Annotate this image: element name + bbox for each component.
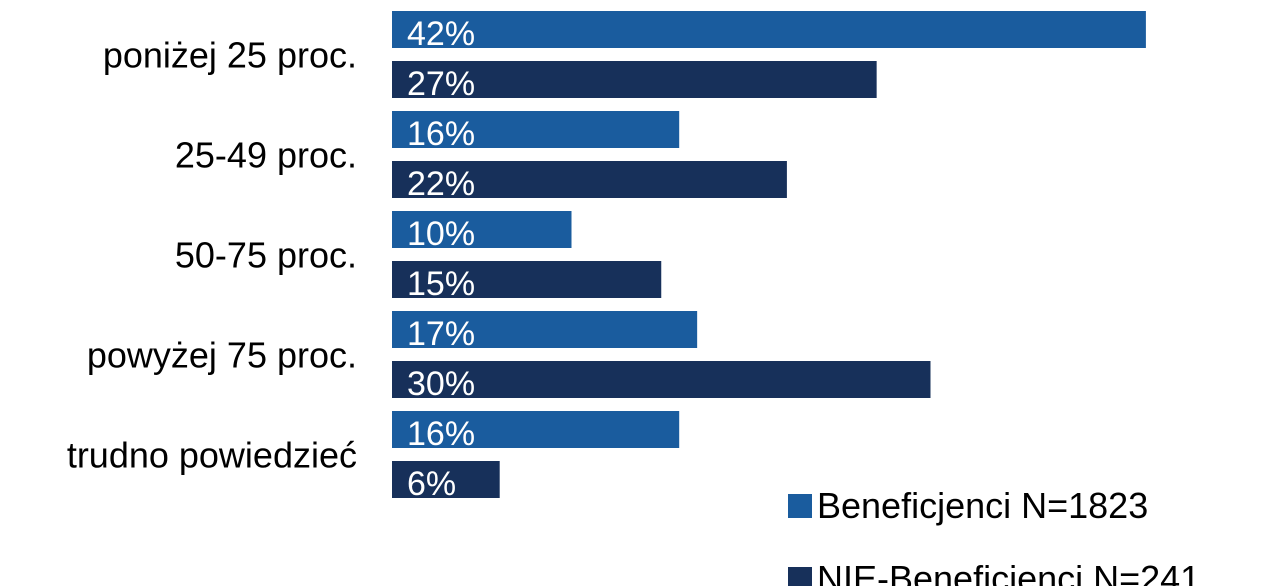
category-label-4: trudno powiedzieć xyxy=(67,435,357,476)
category-label-3: powyżej 75 proc. xyxy=(87,335,357,376)
data-label-nie-beneficjenci-1: 22% xyxy=(407,165,475,203)
data-label-beneficjenci-1: 16% xyxy=(407,115,475,153)
data-label-beneficjenci-0: 42% xyxy=(407,15,475,53)
bar-beneficjenci-0 xyxy=(392,11,1146,48)
bar-beneficjenci-1 xyxy=(392,111,680,148)
category-labels: poniżej 25 proc. 25-49 proc. 50-75 proc. po… xyxy=(67,35,357,476)
data-label-beneficjenci-2: 10% xyxy=(407,215,475,253)
bar-nie-beneficjenci-4 xyxy=(392,461,500,498)
category-label-0: poniżej 25 proc. xyxy=(103,35,357,76)
bar-nie-beneficjenci-2 xyxy=(392,261,662,298)
data-label-beneficjenci-3: 17% xyxy=(407,315,475,353)
bar-nie-beneficjenci-3 xyxy=(392,361,931,398)
data-label-nie-beneficjenci-2: 15% xyxy=(407,265,475,303)
data-label-nie-beneficjenci-3: 30% xyxy=(407,365,475,403)
data-label-nie-beneficjenci-4: 6% xyxy=(407,465,456,503)
category-label-2: 50-75 proc. xyxy=(175,235,357,276)
legend: Beneficjenci N=1823 NIE-Beneficjenci N=24… xyxy=(788,485,1200,586)
data-label-beneficjenci-4: 16% xyxy=(407,415,475,453)
legend-swatch-beneficjenci xyxy=(788,494,812,518)
bar-beneficjenci-3 xyxy=(392,311,698,348)
legend-label-nie-beneficjenci: NIE-Beneficjenci N=241 xyxy=(817,558,1200,586)
data-label-nie-beneficjenci-0: 27% xyxy=(407,65,475,103)
bars-layer: 42% 27% 16% 22% 10% 15% 17% 30% 16% 6% xyxy=(392,11,1146,503)
legend-label-beneficjenci: Beneficjenci N=1823 xyxy=(817,485,1148,526)
category-label-1: 25-49 proc. xyxy=(175,135,357,176)
legend-swatch-nie-beneficjenci xyxy=(788,567,812,586)
bar-beneficjenci-4 xyxy=(392,411,680,448)
bar-beneficjenci-2 xyxy=(392,211,572,248)
bar-nie-beneficjenci-0 xyxy=(392,61,877,98)
bar-nie-beneficjenci-1 xyxy=(392,161,787,198)
